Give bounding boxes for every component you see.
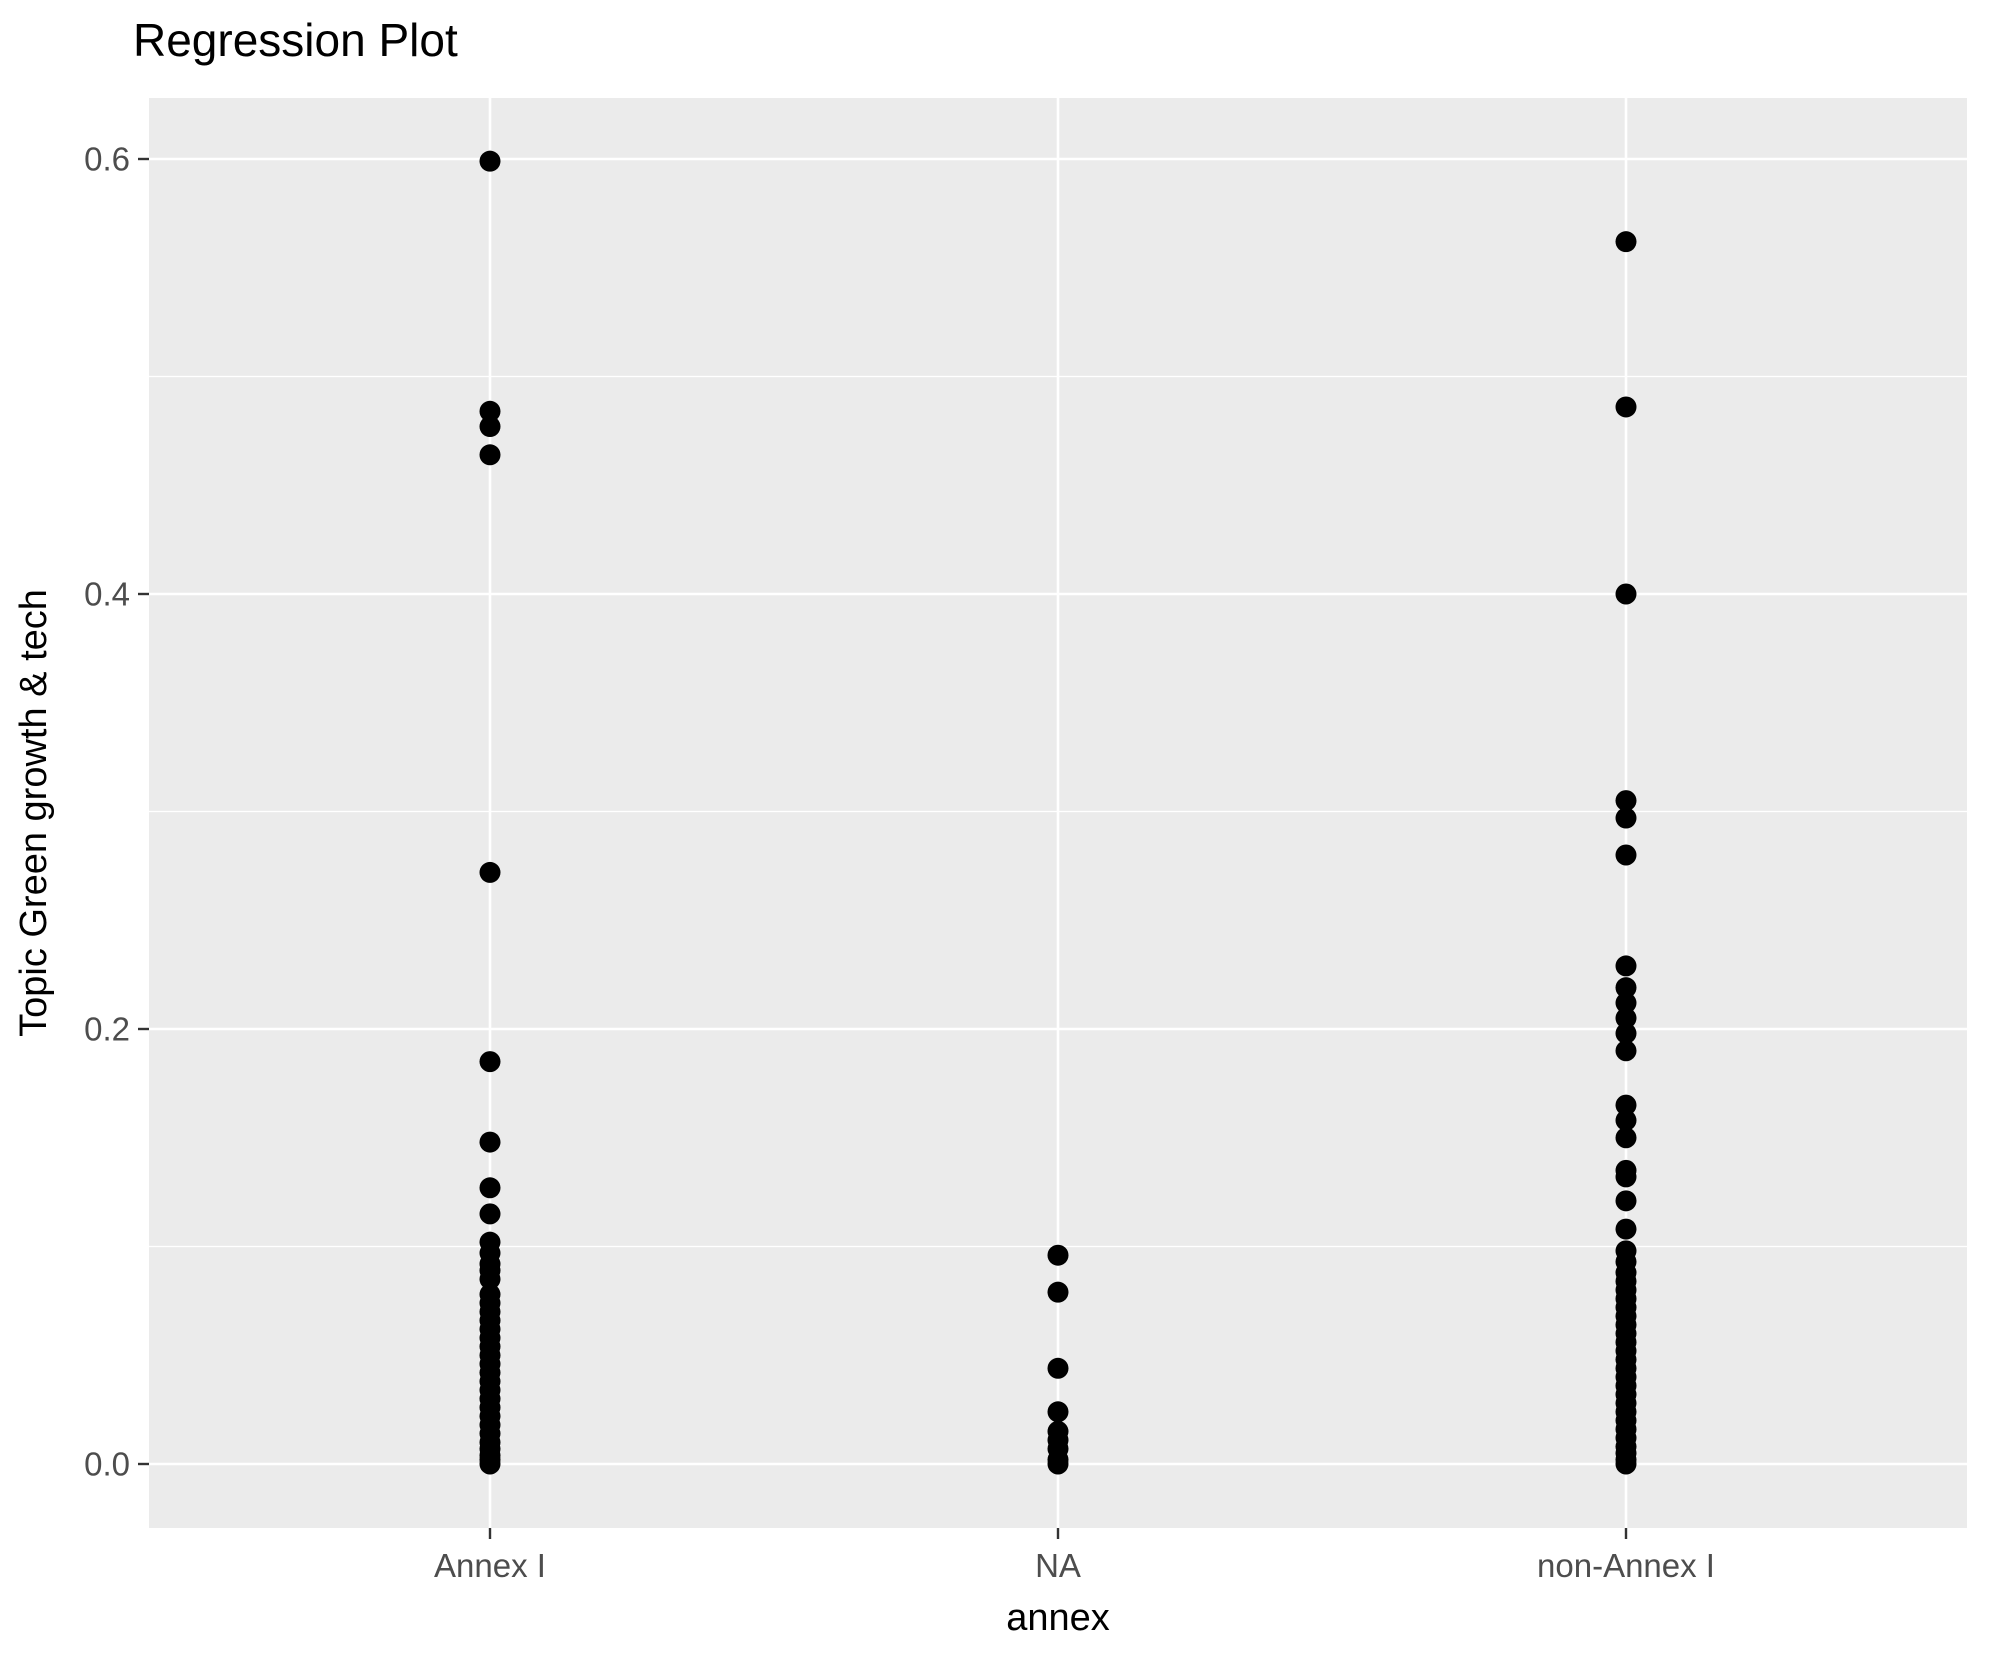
x-axis-category-label: non-Annex I	[1537, 1547, 1715, 1584]
data-point	[1615, 1022, 1637, 1044]
data-point	[1615, 977, 1637, 999]
data-point	[1615, 1190, 1637, 1212]
data-point	[1615, 1218, 1637, 1240]
data-point	[1615, 1094, 1637, 1116]
data-point	[1047, 1281, 1069, 1303]
data-point	[479, 1131, 501, 1153]
data-point	[479, 861, 501, 883]
data-point	[1615, 844, 1637, 866]
data-point	[479, 400, 501, 422]
data-point	[1047, 1244, 1069, 1266]
data-point	[1047, 1357, 1069, 1379]
y-axis-tick-label: 0.4	[84, 576, 130, 613]
data-point	[1615, 992, 1637, 1014]
data-point	[1615, 955, 1637, 977]
data-point	[1615, 1007, 1637, 1029]
y-axis-tick-label: 0.6	[84, 141, 130, 178]
data-point	[479, 444, 501, 466]
data-point	[1615, 1109, 1637, 1131]
data-point	[479, 1203, 501, 1225]
data-point	[479, 1453, 501, 1475]
y-axis-tick-label: 0.0	[84, 1446, 130, 1483]
data-point	[1615, 1166, 1637, 1188]
data-point	[1047, 1401, 1069, 1423]
data-point	[1615, 1453, 1637, 1475]
x-axis-category-label: Annex I	[434, 1547, 546, 1584]
data-point	[479, 1268, 501, 1290]
y-axis-tick-label: 0.2	[84, 1011, 130, 1048]
data-point	[479, 1051, 501, 1073]
axis-tick-labels: 0.0 0.2 0.4 0.6 Annex I NA non-Annex I	[84, 141, 1715, 1585]
data-point	[479, 150, 501, 172]
data-point	[1615, 231, 1637, 253]
data-point	[1615, 790, 1637, 812]
x-axis-title: annex	[1006, 1597, 1110, 1639]
data-point	[479, 1177, 501, 1199]
x-axis-category-label: NA	[1035, 1547, 1081, 1584]
data-point	[1615, 807, 1637, 829]
data-point	[1615, 1040, 1637, 1062]
y-axis-title: Topic Green growth & tech	[13, 589, 55, 1037]
data-points-layer	[479, 150, 1637, 1475]
data-point	[1615, 583, 1637, 605]
axis-tick-marks	[138, 157, 1628, 1539]
data-point	[479, 416, 501, 438]
data-point	[1615, 396, 1637, 418]
plot-title: Regression Plot	[133, 14, 458, 66]
data-point	[1047, 1453, 1069, 1475]
data-point	[1615, 1127, 1637, 1149]
